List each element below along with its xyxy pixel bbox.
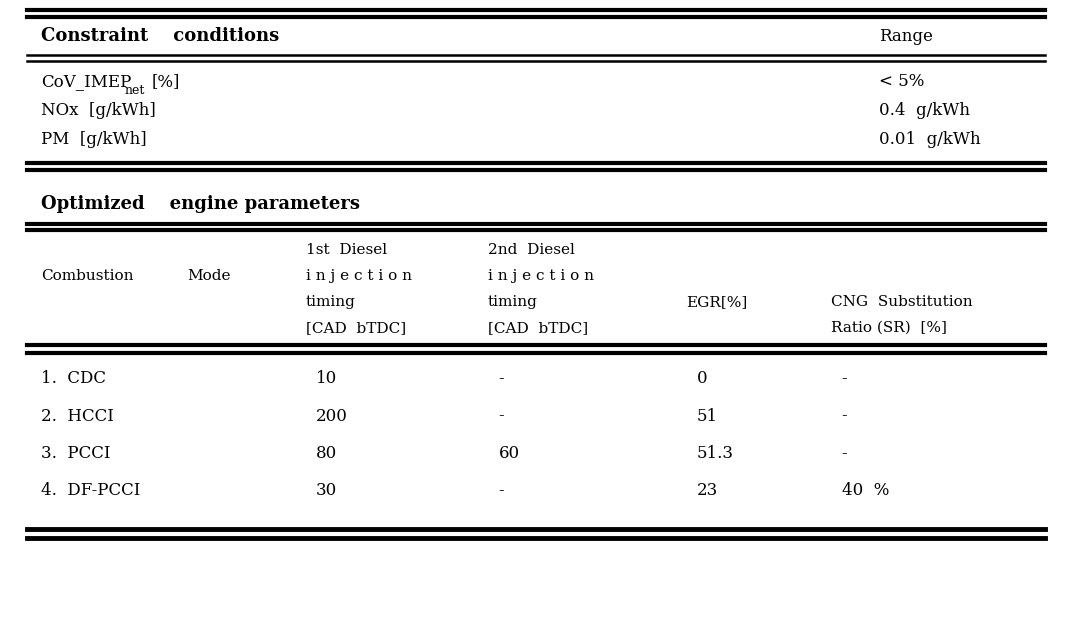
Text: 2nd  Diesel: 2nd Diesel [488,243,575,256]
Text: Mode: Mode [188,269,232,283]
Text: EGR[%]: EGR[%] [686,295,747,309]
Text: CoV_IMEP: CoV_IMEP [41,73,131,91]
Text: Combustion: Combustion [41,269,133,283]
Text: 51.3: 51.3 [697,445,734,462]
Text: -: - [842,407,847,425]
Text: 200: 200 [316,407,348,425]
Text: < 5%: < 5% [879,73,924,91]
Text: 1st  Diesel: 1st Diesel [306,243,387,256]
Text: -: - [498,370,504,388]
Text: timing: timing [306,295,356,309]
Text: -: - [498,482,504,499]
Text: Optimized    engine parameters: Optimized engine parameters [41,195,360,212]
Text: 51: 51 [697,407,718,425]
Text: 4.  DF-PCCI: 4. DF-PCCI [41,482,140,499]
Text: 10: 10 [316,370,338,388]
Text: -: - [842,370,847,388]
Text: 80: 80 [316,445,338,462]
Text: 30: 30 [316,482,338,499]
Text: 1.  CDC: 1. CDC [41,370,106,388]
Text: [CAD  bTDC]: [CAD bTDC] [306,321,405,335]
Text: 40  %: 40 % [842,482,889,499]
Text: 0.4  g/kWh: 0.4 g/kWh [879,102,970,119]
Text: 0: 0 [697,370,708,388]
Text: Ratio (SR)  [%]: Ratio (SR) [%] [831,321,947,335]
Text: -: - [842,445,847,462]
Text: -: - [498,407,504,425]
Text: [%]: [%] [151,73,179,91]
Text: 60: 60 [498,445,520,462]
Text: 3.  PCCI: 3. PCCI [41,445,110,462]
Text: 0.01  g/kWh: 0.01 g/kWh [879,130,981,148]
Text: 23: 23 [697,482,718,499]
Text: 2.  HCCI: 2. HCCI [41,407,114,425]
Text: Constraint    conditions: Constraint conditions [41,27,279,45]
Text: Range: Range [879,27,933,45]
Text: [CAD  bTDC]: [CAD bTDC] [488,321,587,335]
Text: timing: timing [488,295,538,309]
Text: i n j e c t i o n: i n j e c t i o n [488,269,594,283]
Text: CNG  Substitution: CNG Substitution [831,295,972,309]
Text: PM  [g/kWh]: PM [g/kWh] [41,130,147,148]
Text: net: net [124,84,145,97]
Text: i n j e c t i o n: i n j e c t i o n [306,269,412,283]
Text: NOx  [g/kWh]: NOx [g/kWh] [41,102,155,119]
